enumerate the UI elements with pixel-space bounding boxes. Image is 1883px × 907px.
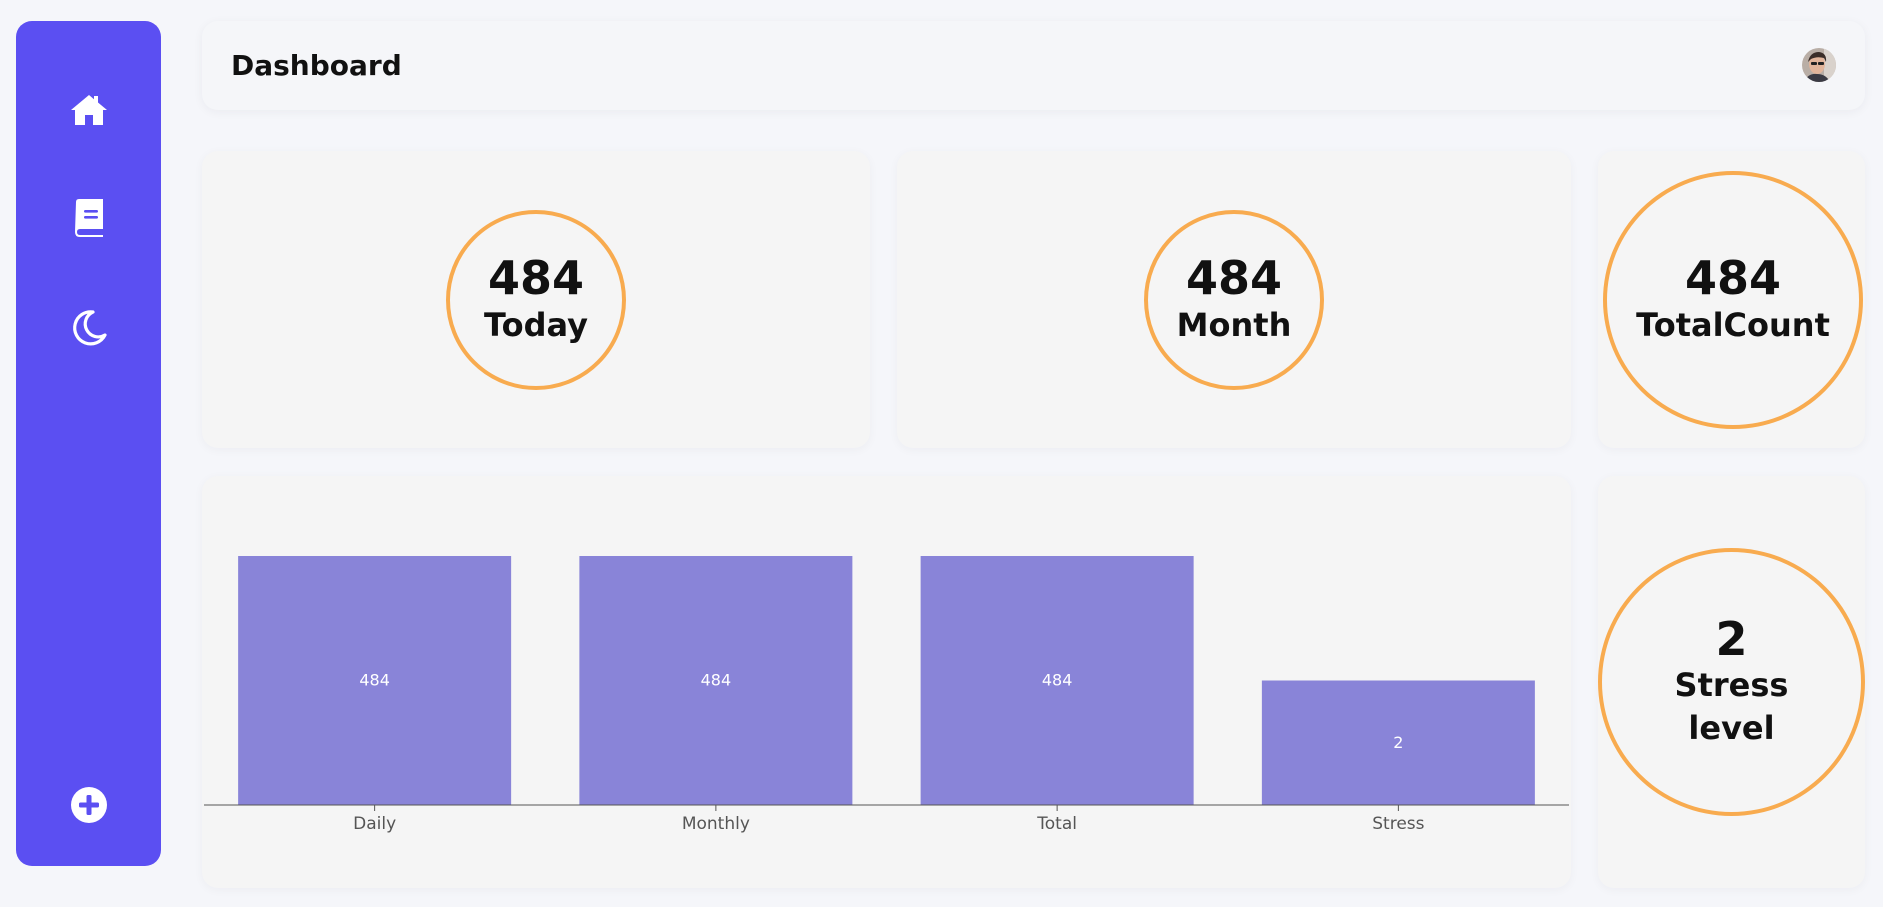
sidebar [16,21,161,866]
total-count-label: TotalCount [1636,305,1830,344]
bar-chart: 484 Daily 484 Monthly 484 Total 2 Stress [204,556,1569,834]
x-tick-label: Total [1036,814,1077,834]
month-value: 484 [1185,251,1283,306]
month-ring: 484 Month [1144,210,1324,390]
moon-icon[interactable] [67,306,111,350]
bar-total[interactable] [920,556,1194,805]
bar-value-label: 2 [1393,733,1403,752]
stress-label-line1: Stress [1674,666,1789,705]
stress-card: 2 Stress level [1598,476,1865,888]
stress-label-line2: level [1688,709,1775,748]
header-bar: Dashboard [202,21,1865,110]
home-icon[interactable] [67,88,111,132]
today-card: 484 Today [202,151,870,448]
plus-circle-icon [70,787,107,823]
bar-value-label: 484 [701,671,732,690]
total-count-ring: 484 TotalCount [1603,171,1863,429]
bar-chart-card: 484 Daily 484 Monthly 484 Total 2 Stress [202,476,1571,888]
bar-stress[interactable] [1261,680,1535,806]
total-count-value: 484 [1684,251,1782,306]
page-title: Dashboard [231,49,402,82]
today-label: Today [484,305,588,344]
book-icon[interactable] [67,196,111,240]
user-avatar[interactable] [1802,48,1836,82]
month-label: Month [1176,305,1292,344]
x-tick-label: Stress [1372,814,1424,834]
today-value: 484 [487,251,585,306]
add-button[interactable] [67,783,111,827]
x-tick-label: Daily [353,814,396,834]
bar-daily[interactable] [238,556,512,805]
stress-value: 2 [1715,611,1748,666]
total-count-card: 484 TotalCount [1598,151,1865,448]
bar-value-label: 484 [1042,671,1073,690]
x-tick-label: Monthly [682,814,750,834]
today-ring: 484 Today [446,210,626,390]
stress-ring: 2 Stress level [1598,548,1865,816]
bar-monthly[interactable] [579,556,853,805]
bar-value-label: 484 [359,671,390,690]
month-card: 484 Month [897,151,1571,448]
